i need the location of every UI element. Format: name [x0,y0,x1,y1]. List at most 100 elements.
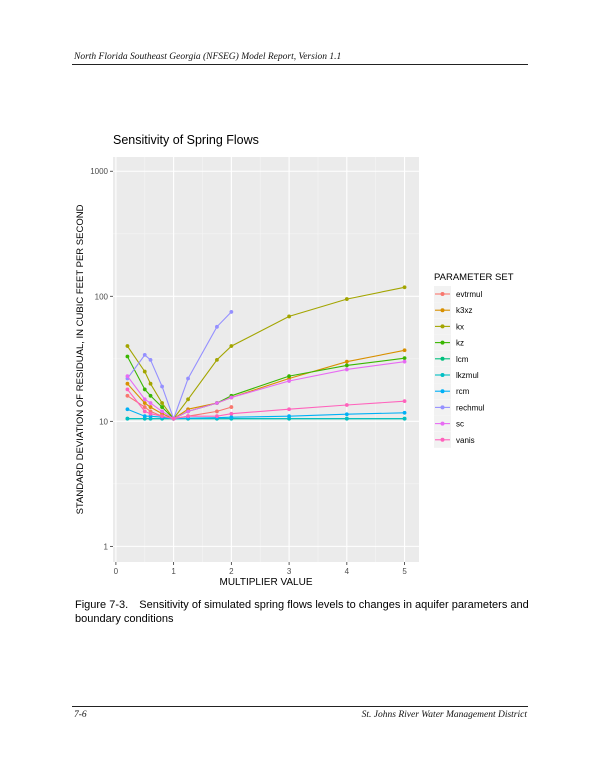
data-point-kx [148,381,153,386]
data-point-evtrmul [229,405,234,409]
data-point-vanis [215,414,219,419]
y-tick-label: 10 [99,417,108,426]
figure-caption-text: Sensitivity of simulated spring flows le… [75,599,529,625]
data-point-kx [215,357,219,362]
data-point-rcm [402,410,407,415]
figure-caption: Figure 7-3. Sensitivity of simulated spr… [75,598,530,626]
legend-key-point-vanis [440,437,445,442]
x-tick-label: 3 [287,567,292,576]
data-point-rcm [125,407,130,412]
sensitivity-chart: 0 1 2 3 4 5 1 10 100 1000 Sensitivity of Spring Fl… [75,133,514,588]
data-point-rcm [229,415,234,420]
data-point-evtrmul [125,393,130,398]
data-point-sc [160,409,164,414]
data-point-kz [287,374,291,379]
data-point-rcm [287,414,291,419]
data-point-sc [344,367,349,372]
y-tick-label: 1000 [90,167,108,176]
data-point-kx [125,344,130,348]
data-point-vanis [229,411,234,416]
legend-key-point-k3xz [440,308,445,313]
data-point-rechmul [142,352,147,357]
data-point-evtrmul [142,405,147,409]
x-tick-label: 4 [345,567,350,576]
data-point-vanis [402,399,407,404]
legend-key-point-kz [440,340,445,345]
x-tick-label: 5 [402,567,407,576]
data-point-k3xz [125,381,130,386]
data-point-vanis [344,403,349,407]
data-point-vanis [148,411,153,416]
legend-key-point-sc [440,421,445,426]
data-point-kx [142,369,147,374]
legend-label-kx: kx [456,322,464,331]
data-point-sc [402,359,407,364]
data-point-sc [287,379,291,383]
data-point-k3xz [344,359,349,364]
x-tick-label: 0 [114,567,119,576]
legend-label-lcm: lcm [456,355,469,364]
plot-panel [113,157,419,562]
legend-key-point-evtrmul [440,292,445,296]
data-point-k3xz [142,401,147,405]
data-point-sc [148,401,153,405]
x-tick-label: 2 [229,567,234,576]
data-point-vanis [186,414,190,419]
data-point-vanis [160,414,164,419]
legend-title: PARAMETER SET [434,272,514,283]
data-point-rcm [344,412,349,417]
legend-key-point-lkzmul [440,373,445,377]
data-point-kx [229,344,234,348]
data-point-sc [142,397,147,402]
data-point-rechmul [160,384,164,389]
data-point-kx [186,397,190,402]
y-tick-label: 100 [95,292,109,301]
data-point-kx [287,314,291,319]
data-point-kx [344,297,349,301]
x-axis-label: MULTIPLIER VALUE [220,577,313,588]
data-point-vanis [142,409,147,414]
legend-label-rcm: rcm [456,387,470,396]
data-point-kx [402,285,407,290]
data-point-rechmul [229,310,234,314]
data-point-kz [125,354,130,359]
legend-key-point-rcm [440,389,445,394]
page-number: 7-6 [74,710,87,720]
data-point-lkzmul [402,416,407,421]
data-point-k3xz [402,348,407,353]
data-point-kz [160,405,164,409]
data-point-sc [229,395,234,400]
data-point-kz [142,387,147,392]
y-tick-label: 1 [104,542,109,551]
legend-key-point-rechmul [440,405,445,410]
data-point-sc [186,409,190,414]
data-point-kz [402,356,407,361]
legend-label-sc: sc [456,420,464,429]
data-point-kz [344,363,349,368]
data-point-evtrmul [215,409,219,414]
data-point-lkzmul [344,416,349,421]
data-point-sc [215,401,219,405]
footer-organization: St. Johns River Water Management Distric… [361,710,527,720]
legend-label-k3xz: k3xz [456,306,472,315]
data-point-rechmul [148,357,153,362]
x-tick-label: 1 [171,567,176,576]
data-point-rcm [142,414,147,419]
legend-label-kz: kz [456,339,464,348]
data-point-rechmul [186,376,190,381]
data-point-kx [160,401,164,405]
data-point-lkzmul [125,416,130,421]
data-point-rechmul [215,324,219,329]
chart-title: Sensitivity of Spring Flows [113,133,259,147]
footer-rule [72,706,528,707]
header-rule [72,64,528,65]
data-point-sc [125,374,130,379]
data-point-vanis [125,387,130,392]
legend-label-rechmul: rechmul [456,403,485,412]
legend-key-point-lcm [440,356,445,361]
legend-label-evtrmul: evtrmul [456,290,482,299]
legend-label-lkzmul: lkzmul [456,371,479,380]
data-point-k3xz [148,405,153,409]
data-point-vanis [287,407,291,412]
data-point-kz [148,393,153,398]
